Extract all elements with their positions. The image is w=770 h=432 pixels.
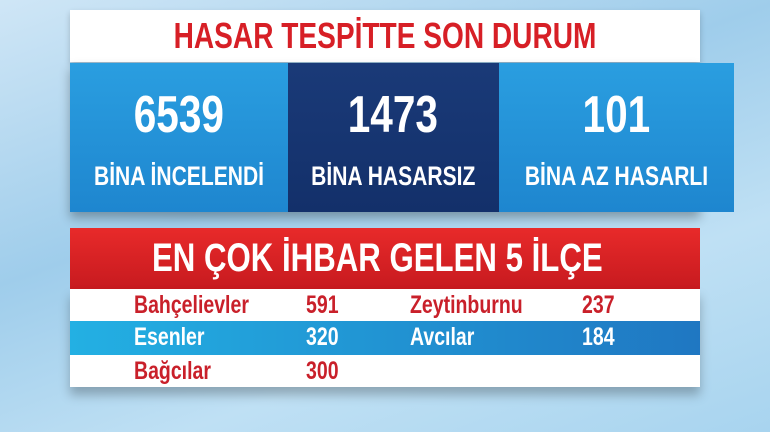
district-count: 237 bbox=[582, 291, 615, 319]
district-name: Bağcılar bbox=[134, 357, 211, 385]
districts-table: Bahçelievler 591 Zeytinburnu 237 Esenler… bbox=[70, 289, 700, 387]
stat-inspected: 6539 BİNA İNCELENDİ bbox=[70, 63, 289, 212]
stat-label: BİNA İNCELENDİ bbox=[93, 161, 265, 191]
district-count: 300 bbox=[306, 357, 339, 385]
district-count: 184 bbox=[582, 323, 615, 351]
stat-value: 101 bbox=[582, 86, 650, 144]
district-name: Zeytinburnu bbox=[410, 291, 523, 319]
district-count: 591 bbox=[306, 291, 339, 319]
stat-value: 1473 bbox=[348, 86, 439, 144]
table-row: Bahçelievler 591 Zeytinburnu 237 bbox=[70, 289, 700, 321]
infographic-title: HASAR TESPİTTE SON DURUM bbox=[173, 15, 597, 56]
stat-lightly-damaged: 101 BİNA AZ HASARLI bbox=[498, 63, 734, 212]
title-bar: HASAR TESPİTTE SON DURUM bbox=[70, 10, 700, 62]
table-row: Esenler 320 Avcılar 184 bbox=[70, 321, 700, 355]
stat-label: BİNA HASARSIZ bbox=[311, 161, 476, 191]
district-name: Avcılar bbox=[410, 323, 475, 351]
district-name: Esenler bbox=[134, 323, 205, 351]
stats-panel: 6539 BİNA İNCELENDİ 1473 BİNA HASARSIZ 1… bbox=[70, 63, 734, 212]
table-row: Bağcılar 300 bbox=[70, 355, 700, 387]
stat-value: 6539 bbox=[133, 86, 225, 144]
districts-title: EN ÇOK İHBAR GELEN 5 İLÇE bbox=[152, 236, 603, 280]
district-count: 320 bbox=[306, 323, 339, 351]
stat-undamaged: 1473 BİNA HASARSIZ bbox=[288, 63, 499, 212]
district-name: Bahçelievler bbox=[134, 291, 249, 319]
stat-label: BİNA AZ HASARLI bbox=[524, 161, 708, 191]
districts-header: EN ÇOK İHBAR GELEN 5 İLÇE bbox=[70, 228, 700, 289]
